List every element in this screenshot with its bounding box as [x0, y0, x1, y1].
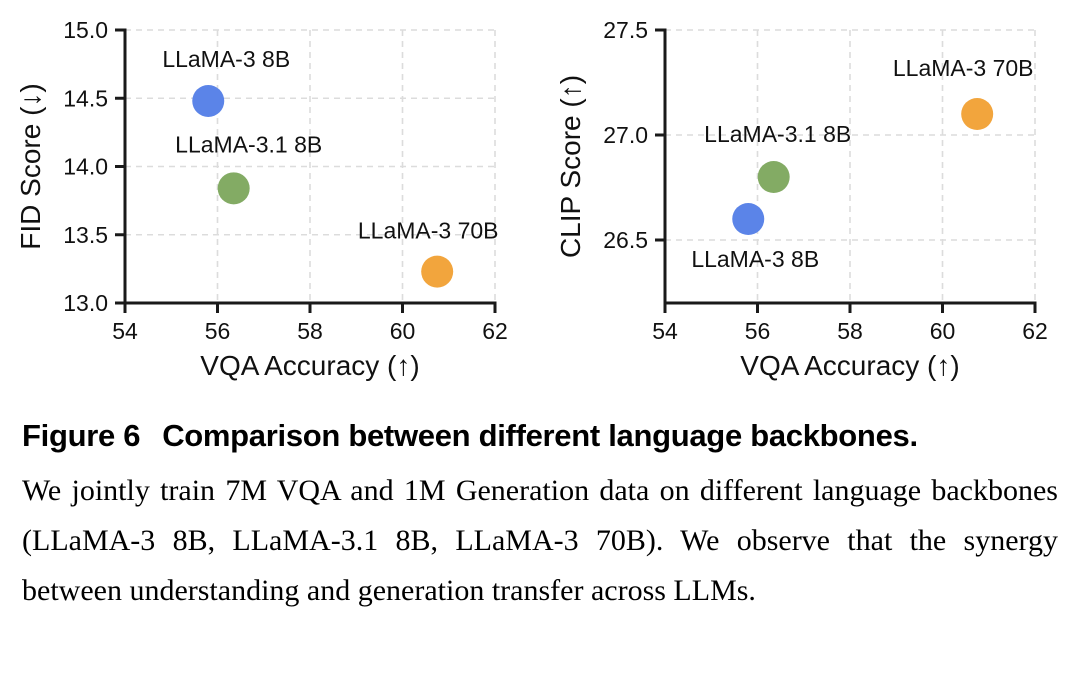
data-point-label: LLaMA-3.1 8B [175, 131, 322, 157]
data-point-label: LLaMA-3 70B [893, 55, 1034, 81]
caption-body: We jointly train 7M VQA and 1M Generatio… [22, 474, 1058, 607]
x-tick-label: 56 [205, 318, 231, 344]
data-point-label: LLaMA-3.1 8B [704, 121, 851, 147]
data-point [192, 84, 225, 117]
charts-row: 54 56 58 60 62 13.0 13.5 14.0 14.5 15.0 VQA Accura… [0, 0, 1080, 392]
y-tick-label: 26.5 [603, 227, 648, 253]
data-point-label: LLaMA-3 8B [162, 46, 290, 72]
x-tick-label: 56 [745, 318, 771, 344]
x-axis-title: VQA Accuracy (↑) [740, 350, 959, 381]
y-axis-title: CLIP Score (↑) [555, 75, 586, 258]
data-point-label: LLaMA-3 70B [358, 218, 499, 244]
y-tick-label: 13.5 [63, 222, 108, 248]
clip-chart-box: 54 56 58 60 62 26.5 27.0 27.5 VQA Accuracy (↑) CL… [540, 0, 1080, 392]
data-point [732, 203, 765, 235]
y-tick-label: 27.5 [603, 17, 648, 43]
y-tick-label: 14.0 [63, 154, 108, 180]
x-tick-label: 60 [930, 318, 956, 344]
y-tick-label: 27.0 [603, 122, 648, 148]
y-tick-label: 13.0 [63, 290, 108, 316]
caption-title: Comparison between different language ba… [162, 418, 918, 453]
fid-chart-box: 54 56 58 60 62 13.0 13.5 14.0 14.5 15.0 VQA Accura… [0, 0, 540, 392]
data-point [217, 172, 250, 205]
figure-number: Figure 6 [22, 418, 141, 453]
y-tick-label: 14.5 [63, 85, 108, 111]
y-tick-label: 15.0 [63, 17, 108, 43]
clip-scatter-chart: 54 56 58 60 62 26.5 27.0 27.5 VQA Accuracy (↑) CL… [555, 17, 1048, 381]
data-point [757, 161, 790, 193]
data-point-label: LLaMA-3 8B [691, 246, 819, 272]
figure-caption: Figure 6 Comparison between different lan… [20, 418, 1060, 616]
x-tick-label: 58 [837, 318, 863, 344]
x-tick-label: 60 [390, 318, 416, 344]
x-tick-label: 62 [1022, 318, 1048, 344]
x-tick-label: 54 [652, 318, 678, 344]
x-axis-title: VQA Accuracy (↑) [200, 350, 419, 381]
data-point [421, 255, 454, 288]
x-tick-label: 54 [112, 318, 138, 344]
data-point [961, 98, 994, 130]
y-axis-title: FID Score (↓) [15, 83, 46, 249]
fid-scatter-chart: 54 56 58 60 62 13.0 13.5 14.0 14.5 15.0 VQA Accura… [15, 17, 508, 381]
x-tick-label: 58 [297, 318, 323, 344]
caption-heading: Figure 6 Comparison between different lan… [22, 418, 1058, 454]
x-tick-label: 62 [482, 318, 508, 344]
